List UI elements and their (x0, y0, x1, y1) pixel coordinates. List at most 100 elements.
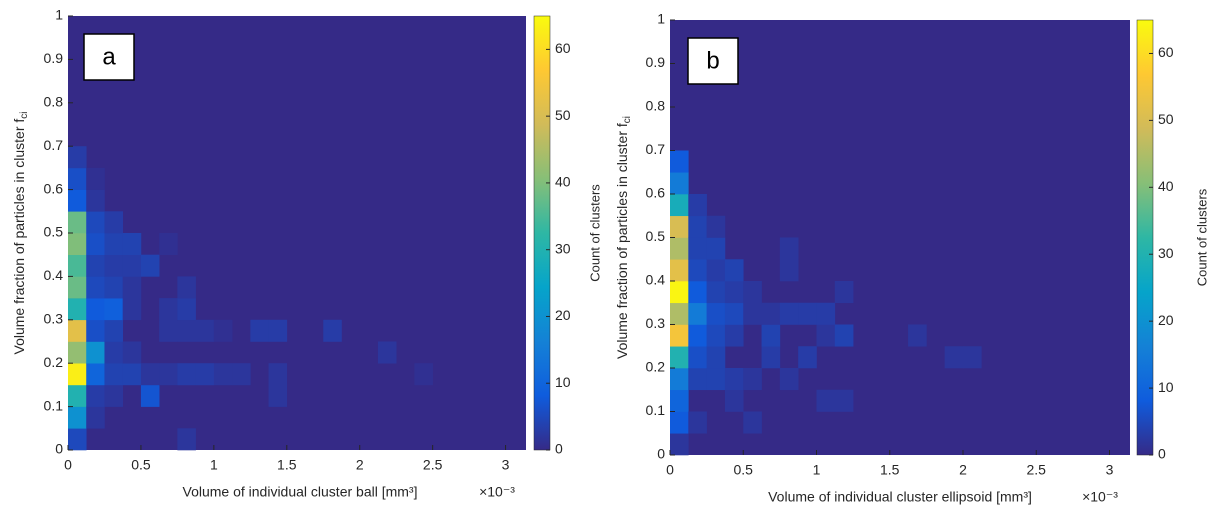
heatmap-cell (724, 324, 744, 347)
heatmap-cell (816, 302, 836, 325)
x-tick-label: 1.5 (880, 462, 900, 478)
y-tick-label: 0.1 (646, 402, 666, 418)
colorbar-tick-label: 50 (1158, 111, 1174, 127)
heatmap-cell (104, 341, 123, 364)
heatmap-cell (688, 215, 707, 238)
heatmap-cell (177, 298, 196, 321)
heatmap-cell (140, 254, 160, 277)
colorbar-tick-label: 20 (1158, 312, 1174, 328)
heatmap-cell (68, 384, 87, 407)
heatmap-cell (706, 237, 726, 260)
heatmap-cell (761, 302, 781, 325)
y-axis-label-main: Volume fraction of particles in cluster … (11, 119, 27, 355)
panel-label-box (687, 37, 739, 85)
heatmap-cell (670, 324, 689, 347)
heatmap-cell (670, 368, 689, 391)
heatmap-cell (834, 324, 854, 347)
heatmap-cell (68, 146, 87, 169)
colorbar-tick-label: 40 (555, 174, 571, 190)
heatmap-cell (86, 341, 105, 364)
heatmap-cell (250, 319, 269, 342)
y-tick-label: 0.3 (646, 315, 666, 331)
heatmap-cell (159, 319, 178, 342)
heatmap-cell (688, 368, 707, 391)
heatmap-cell (213, 363, 233, 386)
heatmap-cell (816, 324, 836, 347)
heatmap-cell (68, 298, 87, 321)
heatmap-cell (779, 259, 799, 282)
heatmap-cell (834, 281, 854, 304)
heatmap-cell (268, 319, 288, 342)
x-tick-label: 0.5 (131, 457, 151, 473)
y-tick-label: 0.8 (44, 94, 64, 110)
heatmap-cell (104, 384, 123, 407)
heatmap-cell (68, 363, 87, 386)
heatmap-cell (68, 341, 87, 364)
x-multiplier: ×10⁻³ (479, 484, 515, 500)
heatmap-cell (86, 189, 105, 212)
x-axis-label: Volume of individual cluster ball [mm³] (183, 484, 418, 500)
heatmap-cell (177, 276, 196, 299)
heatmap-cell (670, 237, 689, 260)
heatmap-cell (86, 363, 105, 386)
heatmap-cell (962, 346, 982, 369)
heatmap-cell (688, 324, 707, 347)
heatmap-cell (122, 363, 142, 386)
heatmap-cell (944, 346, 964, 369)
x-axis-label: Volume of individual cluster ellipsoid [… (768, 489, 1032, 505)
panel-label: b (706, 47, 719, 74)
colorbar-tick-label: 60 (1158, 44, 1174, 60)
colorbar (533, 15, 551, 451)
heatmap-cell (104, 276, 123, 299)
x-tick-label: 2.5 (1027, 462, 1047, 478)
colorbar-tick-label: 40 (1158, 178, 1174, 194)
heatmap-cell (104, 254, 123, 277)
colorbar-tick-label: 50 (555, 107, 571, 123)
heatmap-cell (743, 281, 762, 304)
y-tick-label: 0 (55, 441, 63, 457)
heatmap-cell (798, 346, 817, 369)
y-tick-label: 0.4 (44, 267, 64, 283)
heatmap-cell (86, 276, 105, 299)
x-tick-label: 3 (502, 457, 510, 473)
heatmap-cell (724, 302, 744, 325)
heatmap-cell (706, 281, 726, 304)
heatmap-cell (706, 302, 726, 325)
heatmap-cell (670, 194, 689, 217)
heatmap-cell (688, 302, 707, 325)
heatmap-cell (86, 384, 105, 407)
heatmap-cell (86, 298, 105, 321)
heatmap-cell (140, 384, 160, 407)
y-tick-label: 0.9 (646, 54, 666, 70)
heatmap-cell (908, 324, 927, 347)
heatmap-cell (779, 237, 799, 260)
heatmap-cell (798, 302, 817, 325)
y-axis-label-subscript: ci (19, 111, 30, 118)
colorbar-tick-label: 0 (1158, 446, 1166, 462)
heatmap-cell (86, 406, 105, 429)
heatmap-cell (706, 346, 726, 369)
colorbar-label: Count of clusters (1194, 188, 1209, 286)
panel-label: a (102, 43, 116, 70)
heatmap-cell (724, 389, 744, 412)
heatmap-cell (104, 319, 123, 342)
x-tick-label: 1.5 (277, 457, 297, 473)
y-tick-label: 0.7 (646, 141, 666, 157)
heatmap-cell (670, 150, 689, 173)
y-tick-label: 0.3 (44, 311, 64, 327)
heatmap-cell (743, 368, 762, 391)
heatmap-cell (177, 319, 196, 342)
heatmap-cell (68, 211, 87, 234)
y-tick-label: 0.7 (44, 137, 64, 153)
heatmap-cell (68, 254, 87, 277)
heatmap-cell (195, 319, 215, 342)
y-tick-label: 1 (657, 11, 665, 27)
heatmap-cell (177, 428, 196, 451)
y-tick-label: 0.5 (44, 224, 64, 240)
heatmap-cell (688, 259, 707, 282)
heatmap-cell (159, 298, 178, 321)
heatmap-cell (743, 302, 762, 325)
heatmap-cell (323, 319, 342, 342)
x-tick-label: 3 (1106, 462, 1114, 478)
